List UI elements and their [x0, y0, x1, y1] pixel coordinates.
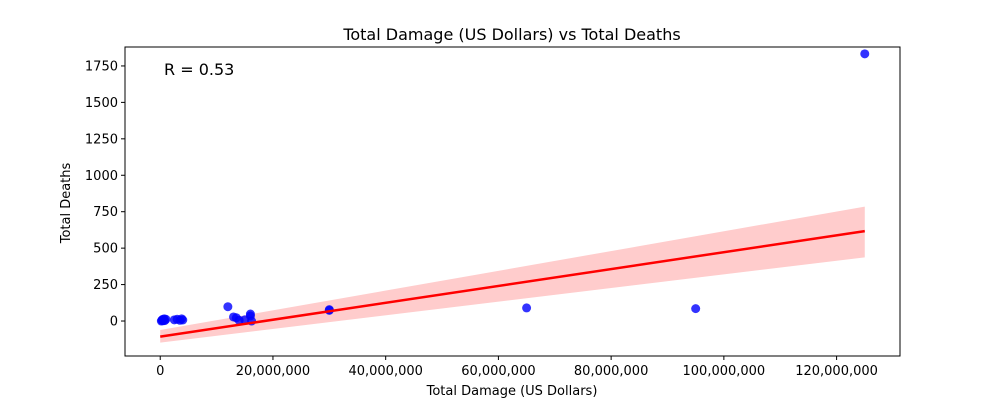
- x-tick-label: 80,000,000: [574, 364, 648, 379]
- data-point: [522, 303, 532, 313]
- y-tick-label: 1250: [85, 132, 118, 147]
- x-tick-label: 20,000,000: [236, 364, 310, 379]
- data-point: [161, 314, 171, 324]
- x-tick-label: 40,000,000: [348, 364, 422, 379]
- y-tick-label: 250: [93, 278, 118, 293]
- data-point: [178, 315, 188, 325]
- y-tick-label: 750: [93, 205, 118, 220]
- x-tick-label: 100,000,000: [683, 364, 766, 379]
- confidence-band: [160, 206, 865, 343]
- plot-area: [156, 49, 870, 343]
- y-tick-label: 1000: [85, 169, 118, 184]
- plot-frame: [124, 46, 901, 357]
- y-tick-label: 1750: [85, 59, 118, 74]
- x-axis-label: Total Damage (US Dollars): [426, 384, 598, 399]
- x-tick-label: 120,000,000: [795, 364, 878, 379]
- y-axis-label: Total Deaths: [59, 162, 74, 244]
- y-axis: 0 250 500 750 1000 1250 1500 1750: [85, 59, 125, 330]
- x-tick-label: 0: [156, 364, 164, 379]
- correlation-annotation: R = 0.53: [164, 60, 234, 79]
- y-tick-label: 0: [110, 315, 118, 330]
- chart-title: Total Damage (US Dollars) vs Total Death…: [342, 25, 680, 44]
- y-tick-label: 500: [93, 242, 118, 257]
- y-tick-label: 1500: [85, 96, 118, 111]
- data-point: [691, 304, 701, 314]
- data-point: [223, 302, 233, 312]
- x-tick-label: 60,000,000: [461, 364, 535, 379]
- regression-line: [160, 229, 865, 338]
- data-point: [860, 49, 870, 59]
- x-axis: 0 20,000,000 40,000,000 60,000,000 80,000,00…: [156, 356, 878, 379]
